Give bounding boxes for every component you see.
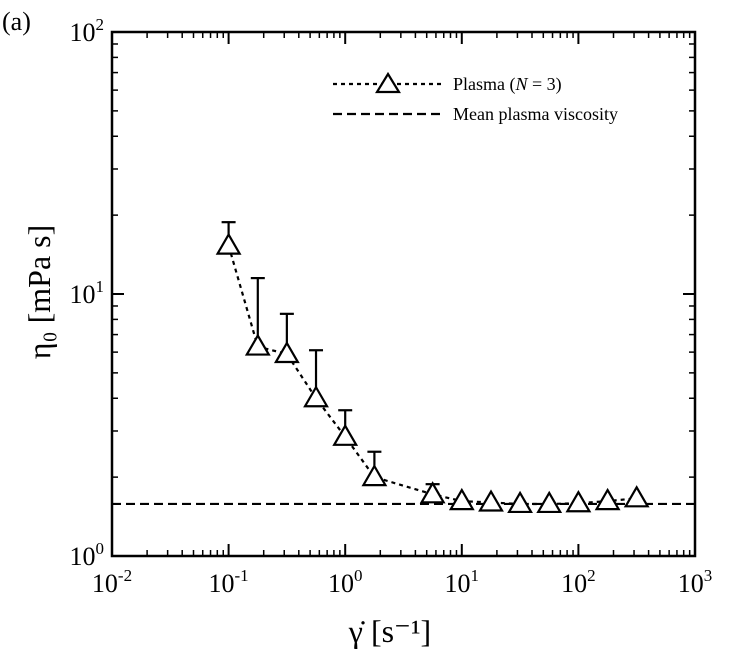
x-tick-label: 103 (678, 566, 713, 598)
legend-mean-label: Mean plasma viscosity (453, 104, 618, 124)
y-tick-exponent: 0 (96, 539, 105, 558)
plasma-triangle-marker (448, 487, 475, 511)
y-tick-base: 10 (70, 18, 96, 47)
x-tick-base: 10 (328, 569, 354, 598)
y-tick-label: 102 (70, 15, 105, 47)
x-tick-labels: 10-2 10-1 100 101 102 103 (92, 566, 712, 598)
plasma-triangle-marker (244, 333, 271, 356)
plasma-series-line (227, 245, 637, 506)
plasma-triangle-marker (623, 485, 650, 508)
legend: Plasma (N = 3) Mean plasma viscosity (333, 71, 618, 124)
plasma-triangle-marker (273, 340, 300, 364)
y-tick-base: 10 (70, 280, 96, 309)
y-axis-title: η₀ [mPa s] (21, 225, 57, 360)
x-tick-exponent: -2 (118, 566, 132, 585)
plasma-triangle-marker (565, 490, 592, 513)
legend-triangle-marker (375, 71, 401, 94)
plasma-triangle-marker (303, 385, 329, 408)
x-axis-title: γ̇ [s⁻¹] (348, 613, 431, 649)
x-tick-base: 10 (92, 569, 118, 598)
x-tick-base: 10 (209, 569, 235, 598)
plasma-triangle-marker (332, 423, 359, 446)
plasma-triangle-marker (507, 490, 533, 514)
x-tick-label: 10-2 (92, 566, 132, 598)
legend-plasma-n: N (515, 74, 529, 94)
x-tick-exponent: 0 (354, 566, 363, 585)
plasma-triangle-marker (419, 481, 446, 504)
x-tick-label: 100 (328, 566, 363, 598)
y-tick-exponent: 1 (96, 277, 105, 296)
legend-plasma-prefix: Plasma ( (453, 74, 516, 95)
y-tick-exponent: 2 (96, 15, 105, 34)
panel-label: (a) (2, 7, 31, 36)
x-tick-label: 10-1 (209, 566, 249, 598)
y-tick-label: 100 (70, 539, 105, 571)
x-tick-base: 10 (445, 569, 471, 598)
plasma-triangle-marker (478, 489, 504, 512)
x-tick-exponent: 3 (704, 566, 713, 585)
y-tick-label: 101 (70, 277, 105, 309)
x-tick-label: 102 (561, 566, 596, 598)
plasma-triangle-marker (594, 487, 621, 511)
axis-ticks (111, 31, 696, 557)
plasma-triangle-marker (536, 490, 563, 514)
x-tick-exponent: 2 (587, 566, 596, 585)
plasma-triangle-marker (361, 463, 388, 487)
legend-plasma-label: Plasma (N = 3) (453, 74, 562, 95)
plasma-triangle-marker (215, 232, 242, 255)
x-tick-exponent: 1 (471, 566, 480, 585)
y-tick-base: 10 (70, 542, 96, 571)
x-tick-base: 10 (561, 569, 587, 598)
plasma-markers (215, 232, 650, 514)
x-tick-exponent: -1 (235, 566, 249, 585)
x-tick-label: 101 (445, 566, 480, 598)
x-tick-base: 10 (678, 569, 704, 598)
legend-plasma-suffix: = 3) (528, 74, 562, 95)
